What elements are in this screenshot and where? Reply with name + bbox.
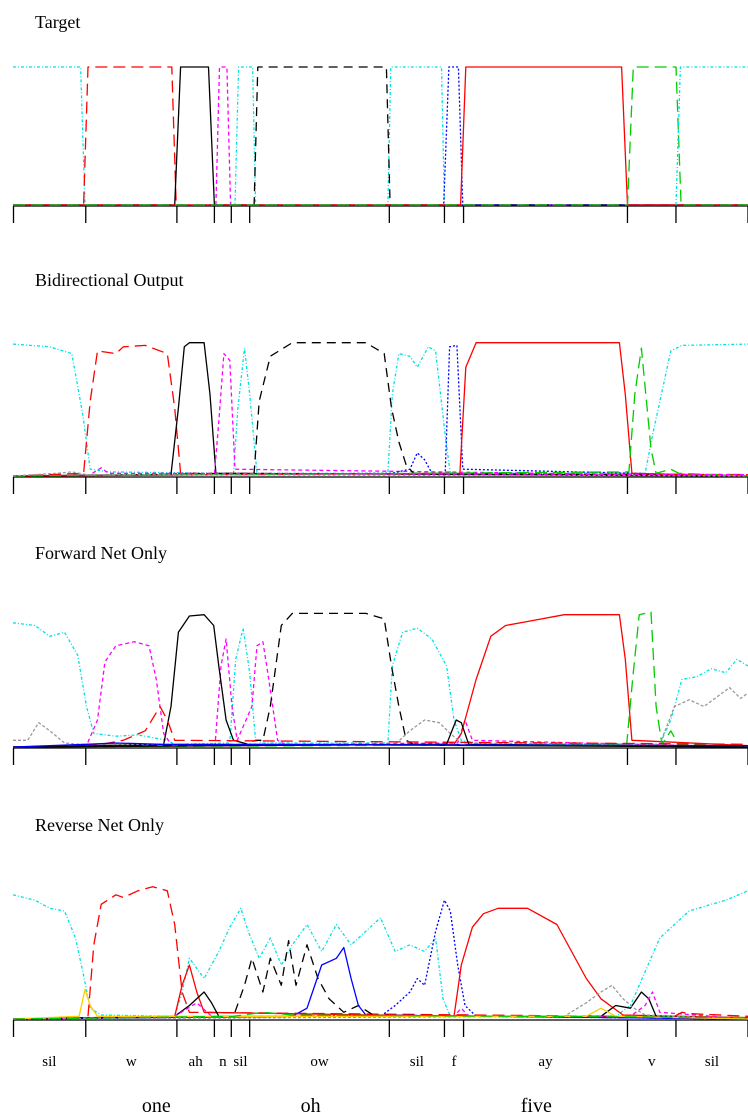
phone-output-line: [12, 1011, 748, 1020]
phone-output-line: [12, 347, 748, 477]
panel-forward-net-only: Forward Net Only: [12, 543, 748, 765]
segment-label: sil: [42, 1054, 56, 1070]
phone-output-line: [13, 686, 748, 745]
segment-label: sil: [233, 1054, 247, 1070]
segment-label-row: sil w ah n sil ow sil f ay v sil: [42, 1054, 719, 1070]
word-label: five: [521, 1095, 552, 1117]
segment-label: sil: [410, 1054, 424, 1070]
phone-output-line: [13, 66, 748, 206]
phone-output-line: [12, 344, 748, 477]
phone-output-line: [12, 907, 748, 1020]
phone-output-line: [13, 66, 748, 206]
phone-output-line: [12, 471, 748, 477]
phone-output-line: [13, 66, 748, 206]
phone-output-line: [12, 946, 748, 1020]
segment-label: n: [219, 1054, 227, 1070]
phone-output-line: [12, 342, 748, 477]
phone-output-line: [12, 638, 748, 748]
segment-label: f: [452, 1054, 457, 1070]
phone-output-line: [13, 66, 748, 206]
word-label-row: one oh five: [142, 1095, 552, 1117]
segment-label: ay: [538, 1054, 553, 1070]
phone-output-line: [12, 343, 748, 474]
phone-output-line: [12, 611, 748, 748]
panel-title: Target: [35, 12, 80, 32]
phone-output-line: [12, 991, 748, 1020]
panel-reverse-net-only: Reverse Net Only: [12, 815, 748, 1037]
phone-output-line: [92, 467, 748, 476]
phone-output-line: [12, 988, 748, 1020]
phone-output-line: [12, 342, 748, 477]
phone-output-line: [87, 886, 748, 1019]
segment-label: ow: [310, 1054, 329, 1070]
word-label: oh: [301, 1095, 321, 1117]
phone-output-line: [12, 614, 748, 748]
panel-bidirectional-output: Bidirectional Output: [12, 270, 748, 494]
phone-output-line: [13, 66, 748, 206]
panel-title: Reverse Net Only: [35, 815, 164, 835]
phone-output-line: [13, 66, 748, 206]
phone-output-line: [12, 342, 748, 477]
phone-output-line: [13, 66, 748, 206]
segment-label: v: [648, 1054, 656, 1070]
phone-output-line: [674, 1011, 748, 1017]
phone-output-line: [12, 344, 748, 477]
phone-output-line: [12, 742, 748, 748]
phone-output-line: [12, 984, 748, 1020]
phone-output-line: [12, 622, 748, 745]
panel-title: Bidirectional Output: [35, 270, 183, 290]
phone-output-line: [12, 940, 748, 1020]
panel-target: Target: [12, 12, 748, 223]
phone-output-line: [12, 352, 748, 477]
segment-label: ah: [189, 1054, 204, 1070]
word-label: one: [142, 1095, 171, 1117]
phone-output-line: [12, 890, 748, 1017]
panel-title: Forward Net Only: [35, 543, 167, 563]
segment-label: w: [126, 1054, 137, 1070]
phone-output-line: [675, 66, 748, 206]
phone-output-line: [12, 899, 748, 1020]
phone-output-line: [13, 66, 748, 206]
segment-label: sil: [705, 1054, 719, 1070]
